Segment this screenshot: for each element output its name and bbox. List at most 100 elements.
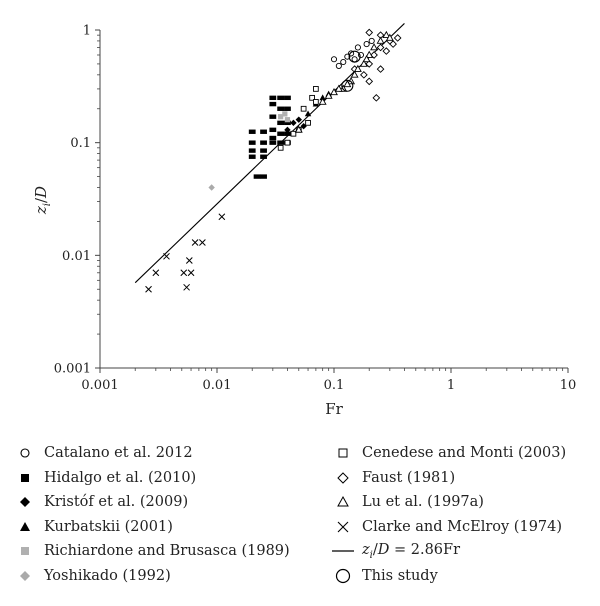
gray-diamond-legend-symbol bbox=[20, 570, 30, 581]
data-point bbox=[260, 129, 267, 134]
legend-item: Hidalgo et al. (2010) bbox=[12, 467, 196, 489]
x-tick-label: 1 bbox=[447, 378, 455, 393]
legend-label: Richiardone and Brusasca (1989) bbox=[44, 543, 290, 559]
data-point bbox=[260, 148, 267, 153]
data-point bbox=[365, 50, 374, 58]
x-tick-label: 0.01 bbox=[203, 378, 232, 393]
legend-symbol bbox=[12, 518, 38, 536]
legend-item: Catalano et al. 2012 bbox=[12, 442, 193, 464]
data-point bbox=[363, 41, 370, 48]
legend-symbol bbox=[12, 567, 38, 585]
data-point bbox=[313, 99, 319, 105]
large-open-circle-legend-symbol bbox=[335, 568, 351, 583]
series-large-open-circle bbox=[341, 50, 361, 92]
data-point bbox=[362, 54, 371, 63]
data-point bbox=[300, 123, 307, 130]
legend-symbol bbox=[330, 542, 356, 560]
data-point bbox=[309, 94, 315, 101]
plot-area bbox=[134, 23, 405, 293]
filled-triangle-legend-symbol bbox=[20, 521, 30, 531]
data-point bbox=[187, 269, 195, 277]
data-point bbox=[284, 139, 291, 146]
y-axis-label: zi/D bbox=[32, 186, 53, 215]
data-point bbox=[304, 110, 312, 117]
legend: Catalano et al. 2012 Hidalgo et al. (2010… bbox=[0, 440, 600, 606]
data-point bbox=[284, 106, 291, 111]
data-point bbox=[359, 59, 368, 67]
x-legend-symbol bbox=[337, 521, 349, 532]
series-gray-square bbox=[278, 111, 291, 123]
legend-label: Catalano et al. 2012 bbox=[44, 445, 193, 461]
data-point bbox=[269, 135, 277, 141]
open-square-legend-symbol bbox=[338, 448, 348, 458]
data-point bbox=[370, 43, 379, 51]
legend-symbol bbox=[12, 444, 38, 462]
legend-symbol bbox=[330, 444, 356, 462]
data-point bbox=[278, 114, 284, 120]
data-point bbox=[372, 93, 381, 102]
legend-symbol bbox=[330, 493, 356, 511]
data-point bbox=[248, 129, 256, 134]
data-point bbox=[295, 116, 302, 123]
line-legend-symbol bbox=[332, 550, 354, 552]
legend-symbol bbox=[12, 493, 38, 511]
data-point bbox=[350, 70, 359, 78]
data-point bbox=[318, 97, 327, 105]
data-point bbox=[376, 43, 385, 52]
data-point bbox=[365, 77, 374, 86]
data-point bbox=[284, 126, 291, 134]
legend-item: Richiardone and Brusasca (1989) bbox=[12, 540, 290, 562]
legend-label: This study bbox=[362, 567, 438, 584]
data-point bbox=[208, 184, 215, 191]
data-point bbox=[330, 87, 338, 96]
x-tick-label: 0.001 bbox=[81, 378, 118, 393]
data-point bbox=[344, 53, 351, 60]
data-point bbox=[334, 84, 343, 92]
data-point bbox=[335, 62, 342, 69]
series-x bbox=[145, 213, 226, 293]
legend-label: zi/D = 2.86Fr bbox=[362, 541, 461, 561]
data-point bbox=[353, 64, 362, 72]
legend-item: This study bbox=[330, 565, 438, 587]
y-tick-label: 0.001 bbox=[54, 362, 91, 377]
legend-symbol bbox=[330, 469, 356, 487]
data-point bbox=[145, 285, 152, 293]
series-filled-square-row bbox=[248, 95, 291, 179]
data-point bbox=[277, 120, 285, 126]
data-point bbox=[260, 154, 267, 159]
series-open-diamond bbox=[350, 28, 402, 102]
legend-item: zi/D = 2.86Fr bbox=[330, 540, 460, 562]
x-tick-label: 0.1 bbox=[324, 378, 345, 393]
y-tick-label: 0.01 bbox=[62, 249, 91, 264]
data-point bbox=[343, 79, 352, 88]
y-tick-label: 0.1 bbox=[70, 136, 91, 151]
data-point bbox=[382, 30, 391, 39]
data-point bbox=[260, 174, 267, 179]
y-tick-label: 1 bbox=[83, 24, 91, 39]
legend-symbol bbox=[12, 542, 38, 560]
data-point bbox=[368, 37, 375, 44]
data-point bbox=[341, 79, 354, 92]
series-open-triangle bbox=[294, 30, 394, 133]
legend-item: Clarke and McElroy (1974) bbox=[330, 516, 562, 538]
data-point bbox=[330, 56, 338, 63]
data-point bbox=[393, 34, 402, 42]
data-point bbox=[191, 239, 199, 246]
legend-label: Yoshikado (1992) bbox=[44, 567, 171, 584]
data-point bbox=[199, 239, 206, 246]
data-point bbox=[376, 36, 385, 44]
data-point bbox=[277, 131, 285, 136]
data-point bbox=[305, 119, 311, 126]
data-point bbox=[185, 257, 193, 264]
data-point bbox=[360, 70, 368, 79]
data-point bbox=[365, 60, 374, 68]
legend-label: Kristóf et al. (2009) bbox=[44, 494, 189, 510]
legend-label: Lu et al. (1997a) bbox=[362, 494, 484, 510]
legend-item: Lu et al. (1997a) bbox=[330, 491, 484, 513]
data-point bbox=[253, 174, 261, 179]
data-point bbox=[248, 140, 256, 145]
legend-symbol bbox=[330, 567, 356, 585]
data-point bbox=[284, 131, 291, 136]
data-point bbox=[313, 86, 319, 92]
legend-label: Faust (1981) bbox=[362, 469, 456, 486]
